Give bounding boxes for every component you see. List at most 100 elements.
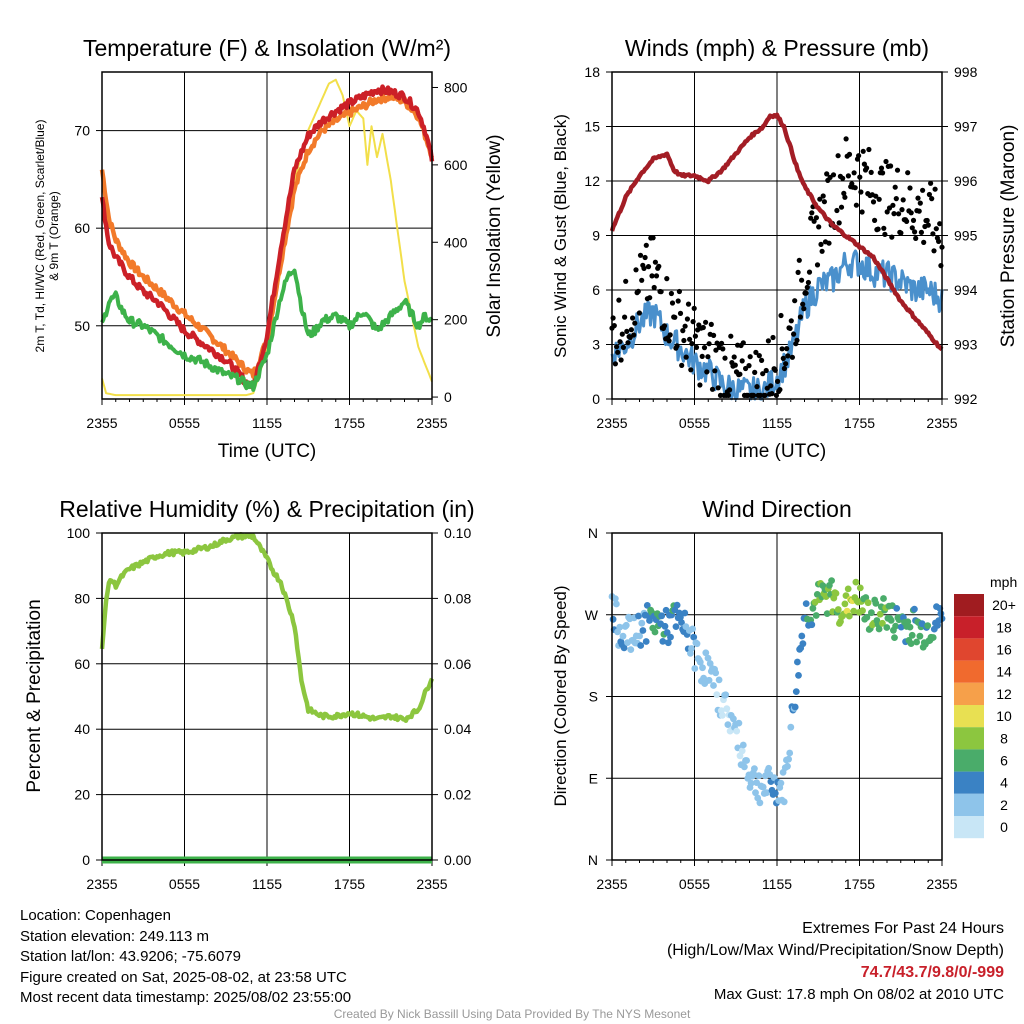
colorbar-tick-label: 8	[1000, 730, 1008, 746]
gust-point	[688, 367, 694, 373]
gust-point	[719, 340, 725, 346]
x-tick-label: 2355	[596, 876, 627, 892]
gust-point	[817, 196, 823, 202]
y-tick-label-right: 0	[444, 389, 452, 405]
gust-point	[752, 369, 758, 375]
gust-point	[732, 362, 738, 368]
gust-point	[883, 158, 889, 165]
gust-point	[913, 235, 919, 241]
gust-point	[799, 277, 805, 283]
gust-point	[650, 235, 656, 241]
gust-point	[894, 167, 901, 173]
gust-point	[836, 220, 842, 226]
direction-point	[678, 619, 685, 626]
direction-point	[613, 600, 620, 608]
gust-point	[656, 263, 662, 269]
gust-point	[620, 344, 627, 350]
max-gust: Max Gust: 17.8 mph On 08/02 at 2010 UTC	[713, 986, 1004, 1003]
gust-point	[826, 240, 832, 246]
y-tick-label: S	[589, 689, 598, 705]
direction-point	[799, 640, 807, 648]
y-tick-label: N	[588, 525, 598, 541]
y-tick-label: 80	[74, 590, 90, 606]
direction-point	[677, 613, 684, 621]
x-tick-label: 0555	[679, 415, 710, 431]
direction-point	[722, 691, 730, 699]
gust-point	[909, 225, 915, 231]
y-tick-label: 12	[584, 173, 600, 189]
gust-point	[917, 200, 923, 206]
direction-point	[639, 627, 647, 634]
gust-point	[617, 339, 623, 345]
gust-point	[789, 354, 796, 360]
direction-point	[887, 617, 895, 624]
gust-point	[779, 346, 785, 352]
humidity-panel: 0 20 40 60 80 100 0.00 0.02 0.04 0.06 0.08 0.10 2355…	[24, 496, 475, 892]
direction-point	[908, 631, 916, 639]
gust-point	[893, 196, 899, 202]
y-tick-label-right: 400	[444, 234, 468, 250]
gust-point	[912, 229, 918, 235]
x-tick-label: 1155	[252, 876, 282, 892]
direction-point	[616, 623, 624, 631]
gust-point	[925, 222, 931, 228]
gust-point	[759, 357, 765, 363]
gust-point	[708, 321, 714, 327]
gust-point	[751, 392, 757, 398]
temperature-panel: 50 60 70 0 200 400 600 800 2355 0555 1155 1755 2355 T…	[33, 35, 505, 462]
gust-point	[727, 387, 733, 393]
direction-point	[752, 789, 759, 797]
gust-point	[770, 334, 776, 341]
y-tick-label-right: 0.06	[444, 656, 471, 672]
series-line-sonic-wind	[610, 249, 944, 401]
credit-line: Created By Nick Bassill Using Data Provi…	[333, 1007, 691, 1021]
plot-border	[611, 532, 943, 861]
direction-point	[907, 640, 915, 647]
y-tick-label: 40	[74, 721, 90, 737]
direction-point	[785, 755, 792, 763]
gust-point	[637, 252, 644, 258]
x-tick-label: 1755	[334, 876, 365, 892]
gust-point	[693, 344, 700, 350]
direction-point	[658, 612, 666, 620]
gust-point	[910, 217, 917, 223]
gust-point	[635, 288, 641, 294]
gust-point	[756, 353, 762, 359]
colorbar-tick-label: 6	[1000, 753, 1008, 769]
gust-point	[873, 193, 879, 199]
gust-point	[641, 265, 647, 271]
gust-point	[814, 262, 821, 268]
y-tick-label: 18	[584, 64, 600, 80]
gust-point	[685, 301, 692, 307]
y-tick-label-right: 992	[954, 391, 978, 407]
gust-point	[924, 217, 930, 224]
direction-point	[771, 789, 779, 797]
direction-point	[794, 658, 801, 666]
gust-point	[795, 269, 801, 275]
gust-point	[630, 315, 636, 321]
plot-border	[101, 71, 433, 400]
gust-point	[821, 199, 828, 205]
gust-point	[920, 187, 926, 193]
gust-point	[701, 345, 708, 351]
direction-point	[735, 719, 743, 727]
gust-point	[931, 248, 937, 254]
gust-point	[933, 226, 939, 232]
gust-point	[926, 191, 933, 198]
colorbar-label: mph	[990, 574, 1017, 590]
gust-point	[900, 197, 906, 203]
direction-point	[705, 676, 713, 684]
direction-point	[863, 613, 871, 621]
gust-point	[612, 361, 619, 367]
colorbar-swatch	[954, 682, 984, 705]
direction-point	[699, 664, 706, 672]
gust-point	[636, 310, 643, 316]
y-tick-label: 0	[82, 852, 90, 868]
direction-point	[856, 584, 864, 592]
gust-point	[780, 355, 786, 361]
gust-point	[898, 230, 904, 236]
gust-point	[746, 363, 752, 369]
gust-point	[792, 298, 798, 304]
gust-point	[891, 211, 897, 217]
direction-point	[724, 721, 732, 728]
